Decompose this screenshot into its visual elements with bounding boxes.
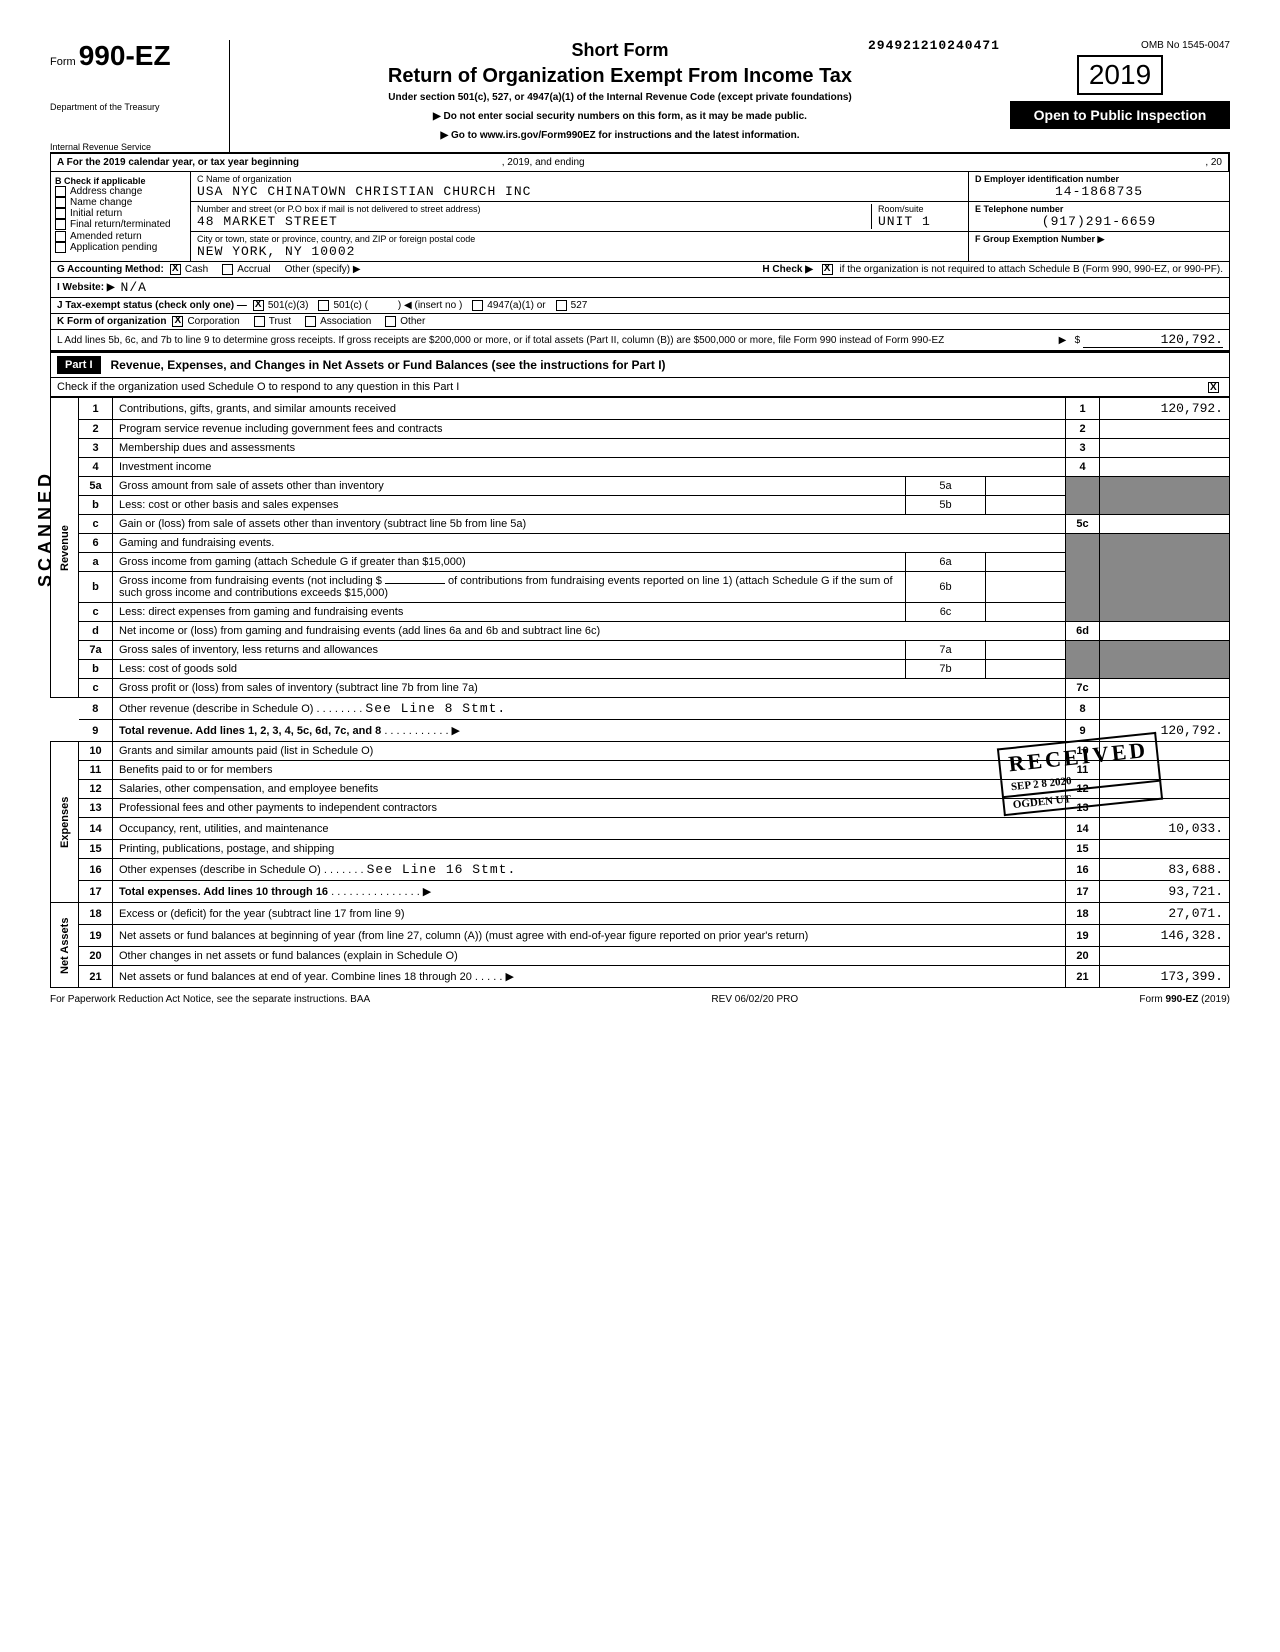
dept-treasury: Department of the Treasury [50,102,221,112]
footer-mid: REV 06/02/20 PRO [711,994,798,1005]
line-17-total-exp: 93,721. [1100,881,1230,903]
check-501c[interactable] [318,300,329,311]
check-amended[interactable] [55,231,66,242]
phone: (917)291-6659 [975,214,1223,229]
addr-label: Number and street (or P.O box if mail is… [197,204,865,214]
f-label: F Group Exemption Number ▶ [975,234,1223,245]
section-a-year: A For the 2019 calendar year, or tax yea… [51,154,1229,171]
city-label: City or town, state or province, country… [197,234,962,244]
check-name-change[interactable] [55,197,66,208]
line-1-amount: 120,792. [1100,398,1230,420]
form-header: Form 990-EZ Department of the Treasury I… [50,40,1230,152]
check-501c3[interactable] [253,300,264,311]
check-final-return[interactable] [55,219,66,230]
subtitle: Under section 501(c), 527, or 4947(a)(1)… [250,92,990,103]
ein: 14-1868735 [975,184,1223,199]
check-schedule-o[interactable] [1208,382,1219,393]
city-state-zip: NEW YORK, NY 10002 [197,244,962,259]
section-b-checks: B Check if applicable Address change Nam… [51,172,191,261]
scanned-stamp: SCANNED [35,470,56,587]
part1-label: Part I [57,356,101,374]
form-label: Form [50,56,76,68]
instruction-2: ▶ Go to www.irs.gov/Form990EZ for instru… [250,130,990,141]
tax-year: 20201919 [1077,55,1163,95]
part1-title: Revenue, Expenses, and Changes in Net As… [111,358,666,372]
dln-number: 294921210240471 [868,38,1000,53]
org-name: USA NYC CHINATOWN CHRISTIAN CHURCH INC [197,184,962,199]
instruction-1: ▶ Do not enter social security numbers o… [250,111,990,122]
website: N/A [121,280,147,295]
d-label: D Employer identification number [975,174,1223,184]
check-schedule-b[interactable] [822,264,833,275]
check-other[interactable] [385,316,396,327]
line-18-excess: 27,071. [1100,903,1230,925]
check-initial-return[interactable] [55,208,66,219]
line-21-end: 173,399. [1100,966,1230,988]
line-19-beginning: 146,328. [1100,925,1230,947]
l-amount: 120,792. [1083,332,1223,348]
line-14-occupancy: 10,033. [1100,818,1230,840]
g-label: G Accounting Method: [57,264,164,275]
j-label: J Tax-exempt status (check only one) — [57,300,247,311]
line-16-other-exp: 83,688. [1100,859,1230,881]
check-4947[interactable] [472,300,483,311]
irs-label: Internal Revenue Service [50,142,221,152]
i-label: I Website: ▶ [57,282,115,293]
check-trust[interactable] [254,316,265,327]
check-pending[interactable] [55,242,66,253]
form-number: 990-EZ [79,40,171,71]
omb-number: OMB No 1545-0047 [1010,40,1230,51]
c-label: C Name of organization [197,174,962,184]
room-label: Room/suite [878,204,962,214]
netassets-section-label: Net Assets [51,903,79,988]
e-label: E Telephone number [975,204,1223,214]
open-to-public: Open to Public Inspection [1010,101,1230,129]
expenses-section-label: Expenses [51,742,79,903]
h-text: if the organization is not required to a… [839,264,1223,275]
check-accrual[interactable] [222,264,233,275]
footer-right: Form 990-EZ (2019) [1139,994,1230,1005]
check-address-change[interactable] [55,186,66,197]
room-suite: UNIT 1 [878,214,962,229]
check-association[interactable] [305,316,316,327]
check-527[interactable] [556,300,567,311]
page-footer: For Paperwork Reduction Act Notice, see … [50,994,1230,1005]
check-corporation[interactable] [172,316,183,327]
street-address: 48 MARKET STREET [197,214,865,229]
part1-check-text: Check if the organization used Schedule … [57,381,459,393]
k-label: K Form of organization [57,316,166,327]
check-cash[interactable] [170,264,181,275]
l-text: L Add lines 5b, 6c, and 7b to line 9 to … [57,335,944,346]
main-title: Return of Organization Exempt From Incom… [250,65,990,88]
footer-left: For Paperwork Reduction Act Notice, see … [50,994,370,1005]
revenue-expense-table: Revenue 1Contributions, gifts, grants, a… [50,397,1230,988]
